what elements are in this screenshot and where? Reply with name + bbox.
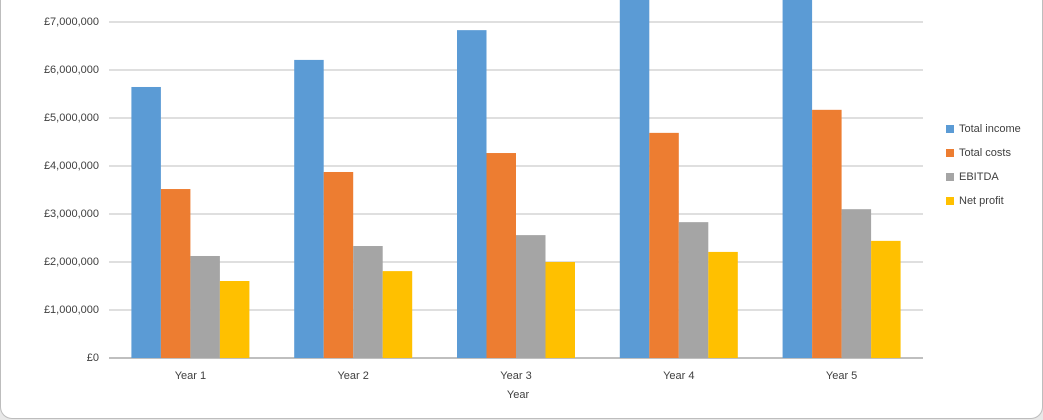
x-tick-label: Year 2 — [337, 370, 368, 382]
y-tick-label: £1,000,000 — [44, 304, 99, 316]
bar — [545, 261, 575, 358]
bar — [841, 209, 872, 358]
x-tick-label: Year 4 — [663, 370, 694, 382]
legend-label: Total income — [959, 123, 1021, 135]
bar — [812, 109, 842, 358]
bar — [294, 59, 324, 358]
bar — [649, 132, 679, 358]
bar — [382, 271, 413, 358]
bar — [131, 86, 161, 358]
x-axis-title: Year — [507, 389, 530, 401]
labels: £0 £1,000,000 £2,000,000 £3,000,000 £4,000,0… — [44, 16, 1021, 382]
bar — [619, 0, 650, 358]
legend-swatch — [946, 125, 954, 133]
bar — [782, 0, 813, 358]
y-tick-label: £2,000,000 — [44, 256, 99, 268]
bar — [486, 153, 516, 358]
legend-swatch — [946, 173, 954, 181]
legend-swatch — [946, 149, 954, 157]
bar — [190, 255, 220, 358]
y-tick-label: £0 — [87, 352, 99, 364]
bar — [678, 222, 709, 358]
bar — [160, 189, 191, 358]
y-tick-label: £5,000,000 — [44, 112, 99, 124]
bar — [457, 30, 487, 358]
bars — [131, 0, 901, 358]
y-tick-label: £6,000,000 — [44, 64, 99, 76]
bar — [708, 251, 738, 358]
x-tick-label: Year 1 — [175, 370, 206, 382]
legend-swatch — [946, 197, 954, 205]
x-tick-label: Year 5 — [826, 370, 857, 382]
bar — [353, 246, 383, 358]
y-tick-label: £4,000,000 — [44, 160, 99, 172]
bar — [219, 281, 250, 358]
legend-label: EBITDA — [959, 171, 999, 183]
y-tick-label: £7,000,000 — [44, 16, 99, 28]
y-tick-label: £3,000,000 — [44, 208, 99, 220]
bar — [516, 235, 546, 358]
x-tick-label: Year 3 — [500, 370, 531, 382]
legend-label: Net profit — [959, 195, 1004, 207]
bar — [871, 240, 901, 358]
bar — [323, 171, 354, 358]
legend-label: Total costs — [959, 147, 1011, 159]
